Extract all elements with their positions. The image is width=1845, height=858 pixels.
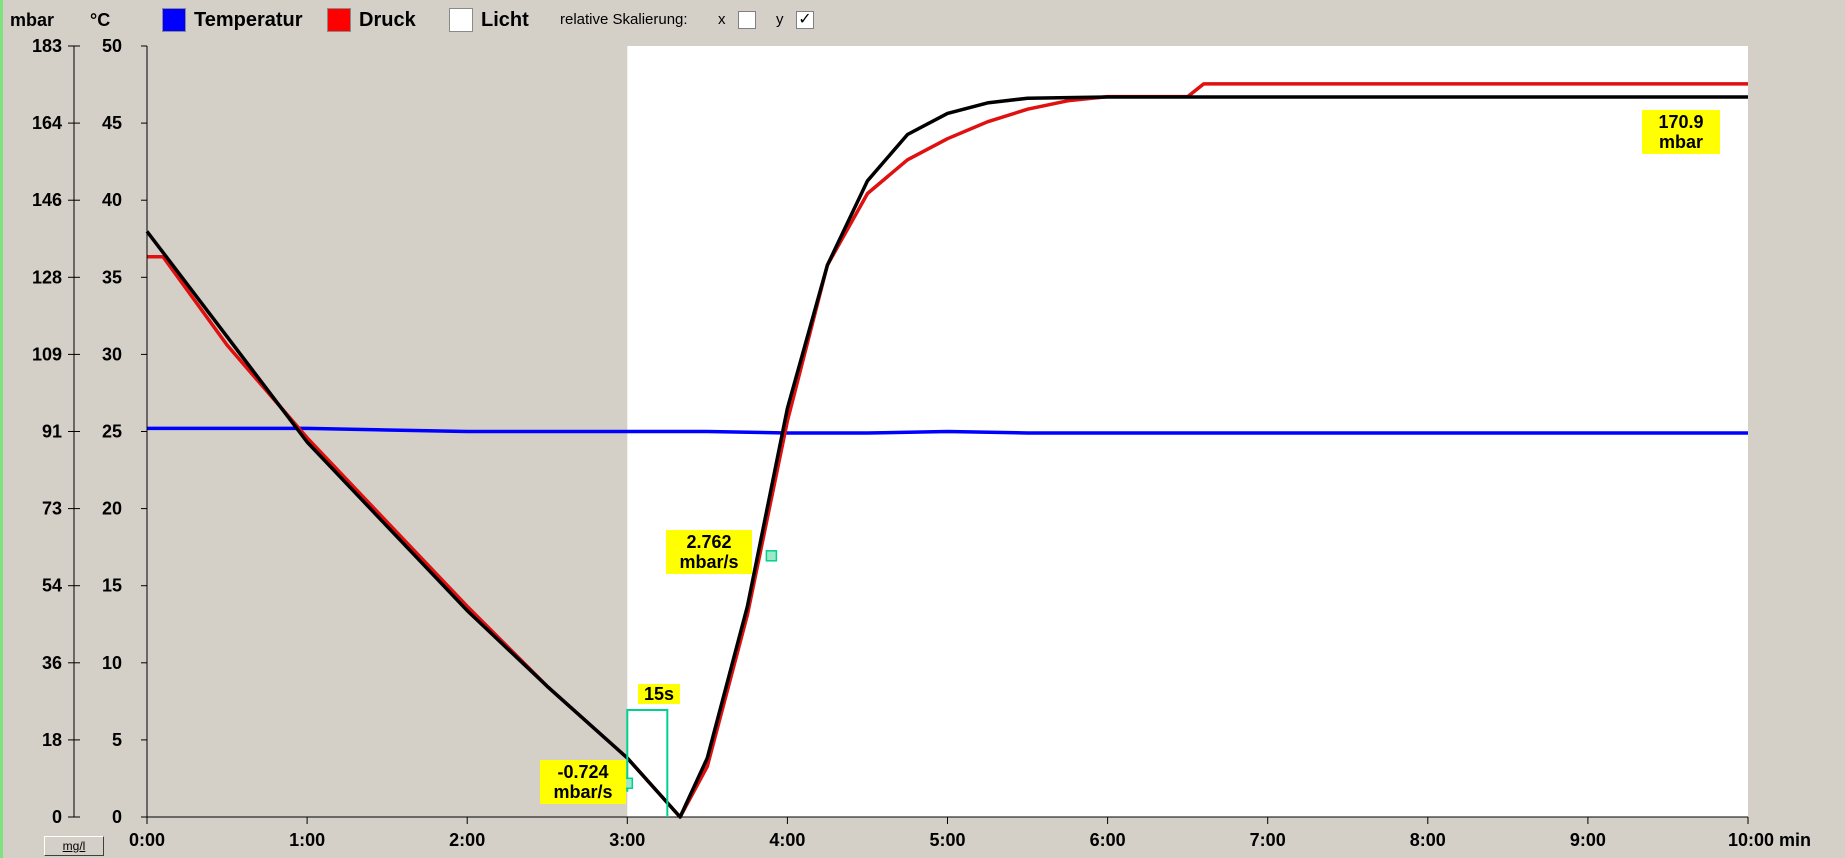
scaling-y-checkbox[interactable]: ✓ [796,11,814,29]
x-tick-label: 8:00 [1410,830,1446,850]
celsius-tick-label: 5 [112,730,122,750]
mbar-tick-label: 36 [42,653,62,673]
mbar-tick-label: 109 [32,344,62,364]
mbar-tick-label: 73 [42,499,62,519]
celsius-tick-label: 25 [102,422,122,442]
legend-pressure-swatch [327,8,351,32]
x-tick-label: 2:00 [449,830,485,850]
slope-up-value: 2.762 [686,532,732,552]
x-tick-label: 0:00 [129,830,165,850]
mbar-tick-label: 0 [52,807,62,827]
legend-temperature[interactable]: Temperatur [162,6,303,34]
axes: 0 18 36 54 73 91 109 128 146 164 183 0 5 10 15 20 25 30 35… [32,36,1811,850]
mbar-tick-label: 128 [32,267,62,287]
slope-down-unit: mbar/s [553,782,613,802]
slope-down-value: -0.724 [557,762,609,782]
chart-header: mbar °C Temperatur Druck Licht relative … [0,0,1845,40]
legend-light[interactable]: Licht [449,6,529,34]
celsius-tick-label: 50 [102,36,122,56]
final-value: 170.9 [1658,112,1704,132]
legend-light-label: Licht [481,8,529,31]
final-value-callout: 170.9 mbar [1642,110,1720,154]
x-tick-label: 9:00 [1570,830,1606,850]
mgl-button[interactable]: mg/l [44,836,104,856]
celsius-tick-label: 30 [102,344,122,364]
celsius-tick-label: 45 [102,113,122,133]
celsius-tick-label: 10 [102,653,122,673]
unit-mbar-label: mbar [10,10,55,30]
x-tick-label: 3:00 [609,830,645,850]
celsius-tick-label: 15 [102,576,122,596]
celsius-tick-label: 35 [102,267,122,287]
mbar-tick-label: 164 [32,113,62,133]
mbar-tick-label: 146 [32,190,62,210]
slope-up-callout: 2.762 mbar/s [666,530,752,574]
legend-temperature-label: Temperatur [194,8,303,31]
left-border-strip [0,0,3,858]
plot-lines [145,82,1748,819]
legend-pressure-label: Druck [359,8,416,31]
relative-scaling-label: relative Skalierung: [560,11,688,28]
fit-series-line [145,95,1748,819]
legend-temperature-swatch [162,8,186,32]
slope-down-callout: -0.724 mbar/s [540,760,626,804]
interval-bracket [626,709,669,817]
slope-marker [765,550,778,562]
slope-up-unit: mbar/s [679,552,739,572]
mbar-tick-label: 54 [42,576,62,596]
interval-callout: 15s [638,684,680,704]
x-tick-label: 10:00 min [1728,830,1811,850]
celsius-tick-label: 20 [102,499,122,519]
mbar-tick-label: 18 [42,730,62,750]
x-tick-label: 4:00 [769,830,805,850]
x-tick-label: 5:00 [929,830,965,850]
unit-celsius-label: °C [90,10,111,30]
x-tick-label: 1:00 [289,830,325,850]
temperature-series-line [147,426,1748,435]
mbar-tick-label: 91 [42,422,62,442]
scaling-x-checkbox[interactable] [738,11,756,29]
scaling-x-label: x [718,11,726,28]
celsius-tick-label: 0 [112,807,122,827]
x-tick-label: 7:00 [1250,830,1286,850]
mbar-tick-label: 183 [32,36,62,56]
x-tick-label: 6:00 [1090,830,1126,850]
legend-light-swatch [449,8,473,32]
celsius-tick-label: 40 [102,190,122,210]
pressure-series-line [147,82,1748,819]
scaling-y-label: y [776,11,784,28]
legend-pressure[interactable]: Druck [327,6,416,34]
final-value-unit: mbar [1658,132,1703,152]
